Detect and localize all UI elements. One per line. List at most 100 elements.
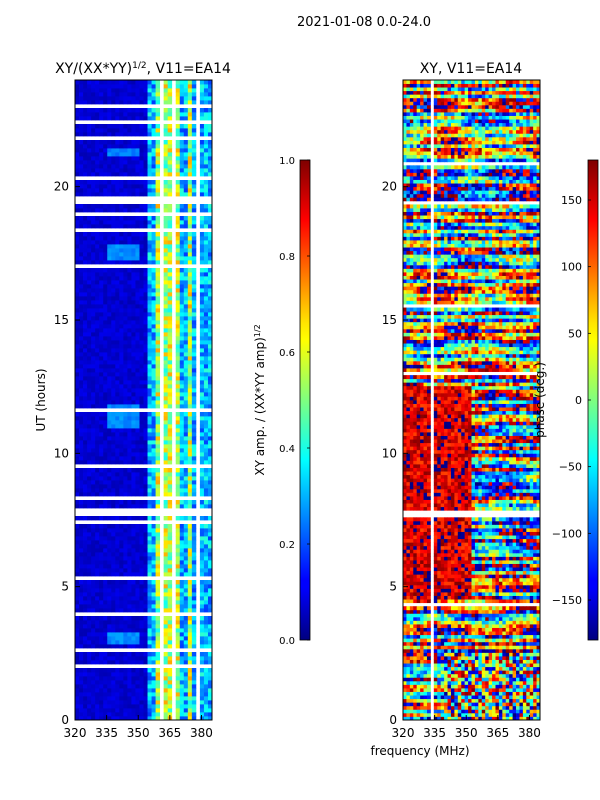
panel1-cell [147,676,152,681]
panel1-cell [75,300,80,305]
panel1-cell [95,116,100,121]
panel2-cell [420,684,424,689]
panel1-cell [199,712,205,717]
panel1-cell [187,388,193,393]
panel1-cell [179,400,185,405]
panel1-cell [131,280,136,285]
panel1-cell [147,708,152,713]
panel1-cell [83,216,88,221]
panel1-cell [107,300,112,305]
panel1-cell [87,288,92,293]
panel1-cell [143,268,148,273]
panel1-cell [95,480,100,485]
panel1-cell [131,140,136,145]
panel1-cell [191,632,197,637]
panel1-cell [163,256,169,261]
panel1-cell [123,468,128,473]
panel1-cell [87,608,92,613]
panel1-cell [151,572,156,577]
panel1-cell [207,96,213,101]
panel1-cell [95,420,100,425]
panel1-cell [107,580,112,585]
panel1-cell [203,552,209,557]
panel1-cell [179,488,185,493]
panel1-cell [103,368,108,373]
panel2-cell [468,677,472,682]
panel1-cell [199,680,205,685]
panel1-cell [191,488,197,493]
panel1-cell [155,516,161,521]
panel1-cell [115,604,120,609]
panel1-cell [87,572,92,577]
panel1-cell [131,88,136,93]
panel1-cell [99,400,104,405]
panel2-cell [522,705,527,710]
panel2-cell [516,695,520,700]
panel1-cell [183,352,189,357]
panel1-cell [91,364,96,369]
panel1-cell [83,544,88,549]
panel1-cell [79,192,84,197]
panel1-cell [143,288,148,293]
panel2-cell [406,680,411,685]
panel1-cell [139,272,144,277]
panel1-ytick-label-2: 10 [54,446,69,460]
panel1-cell [199,100,205,105]
panel1-cell [91,96,96,101]
panel1-cell [139,324,144,329]
panel2-cell [447,691,452,696]
panel1-cell [79,660,84,665]
panel1-cell [151,132,156,137]
panel1-cell [83,268,88,273]
panel1-cell [183,668,189,673]
panel1-cell [79,216,84,221]
panel1-cell [79,624,84,629]
panel1-cell [147,268,152,273]
panel1-cell [139,396,144,401]
panel1-cell [131,240,136,245]
panel1-cell [103,680,108,685]
panel1-cell [139,584,144,589]
panel1-cell [203,88,209,93]
panel1-cell [115,500,120,505]
panel1-cell [151,164,156,169]
panel1-cell [107,444,112,449]
panel1-cell [139,340,144,345]
panel1-cell [95,284,100,289]
panel1-cell [207,116,213,121]
panel1-cell [147,248,152,253]
panel1-cell [179,516,185,521]
panel1-cell [175,148,181,153]
panel1-cell [155,476,161,481]
panel1-cell [175,92,181,97]
panel1-cell [199,416,205,421]
panel1-cell [79,476,84,481]
panel2-cell [516,716,520,721]
panel2-cell [461,698,466,703]
panel1-xtick-label-0: 320 [64,726,87,740]
panel1-cell [167,256,173,261]
panel1-cell [187,616,193,621]
panel1-cell [103,152,108,157]
panel1-cell [131,600,136,605]
panel1-cell [191,244,197,249]
panel1-cell [103,592,108,597]
panel1-cell [111,684,116,689]
panel1-cell [131,324,136,329]
panel2-cell [440,709,445,714]
panel1-cell [79,584,84,589]
panel1-cell [99,152,104,157]
panel1-cell [175,292,181,297]
panel1-cell [207,692,213,697]
panel1-cell [139,476,144,481]
panel1-cell [191,480,197,485]
panel1-cell [103,336,108,341]
panel1-cell [143,284,148,289]
panel2-cell [420,677,424,682]
panel1-cell [155,348,161,353]
panel1-cell [115,320,120,325]
panel1-cell [191,568,197,573]
panel1-cell [107,532,112,537]
panel1-cell [199,644,205,649]
panel2-cell [471,670,476,675]
